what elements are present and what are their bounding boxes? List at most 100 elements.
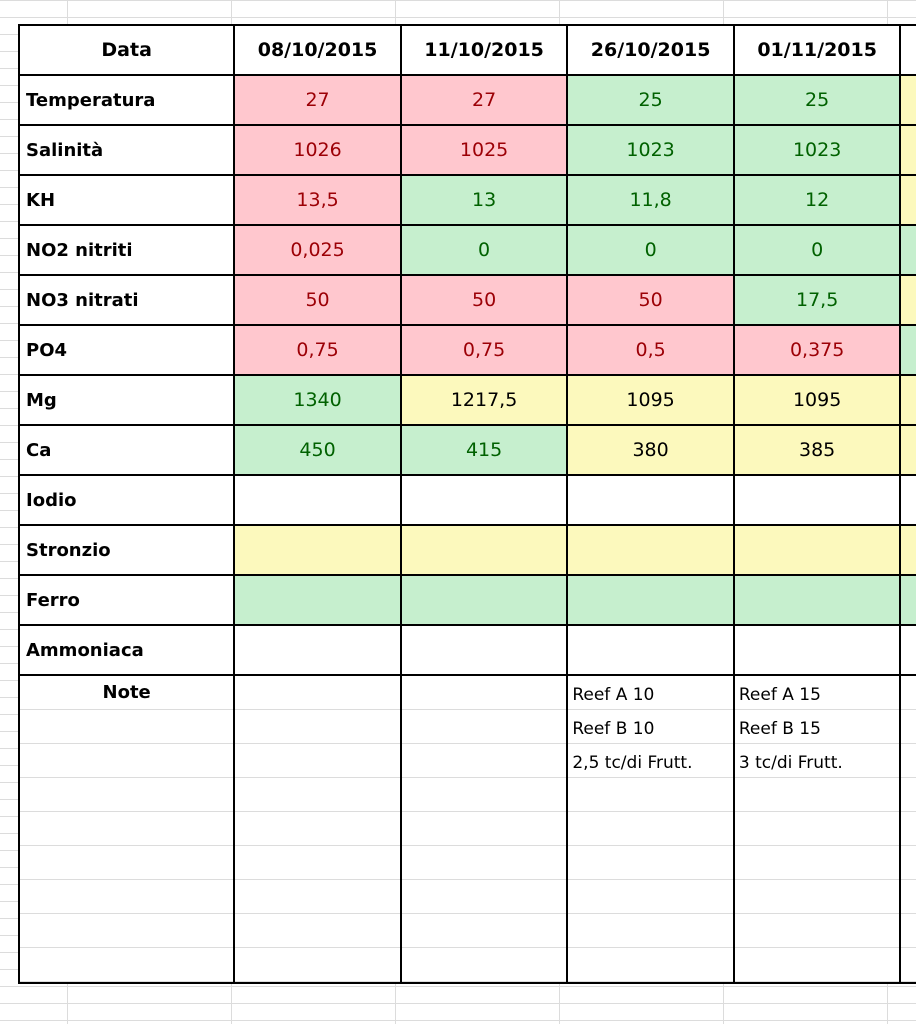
value-cell[interactable]	[899, 324, 916, 376]
value-cell[interactable]	[566, 524, 735, 576]
table-row: KH 13,5 13 11,8 12	[17, 174, 916, 226]
value-cell[interactable]	[899, 124, 916, 176]
value-cell[interactable]	[399, 524, 569, 576]
value-cell[interactable]: 415	[399, 424, 569, 476]
value-cell[interactable]	[899, 374, 916, 426]
table-row: Stronzio	[17, 524, 916, 576]
parameter-label-cell[interactable]: Ca	[17, 424, 236, 476]
value-cell[interactable]: 17,5	[732, 274, 902, 326]
value-cell[interactable]	[233, 474, 402, 526]
table-row: Temperatura 27 27 25 25	[17, 74, 916, 126]
value-cell[interactable]: 13	[399, 174, 569, 226]
date-header-cell[interactable]: 01/11/2015	[732, 24, 902, 76]
value-cell[interactable]: 27	[399, 74, 569, 126]
value-cell[interactable]: 0,5	[566, 324, 735, 376]
table-row: NO2 nitriti 0,025 0 0 0	[17, 224, 916, 276]
table-row: Salinità 1026 1025 1023 1023	[17, 124, 916, 176]
value-cell[interactable]: 1095	[566, 374, 735, 426]
value-cell[interactable]: 0,75	[233, 324, 402, 376]
note-cell[interactable]	[233, 674, 402, 984]
value-cell[interactable]: 25	[566, 74, 735, 126]
header-row: Data 08/10/2015 11/10/2015 26/10/2015 01…	[17, 24, 916, 76]
value-cell[interactable]	[233, 624, 402, 676]
date-header-cell[interactable]: 08/10/2015	[233, 24, 402, 76]
note-line: Reef A 15	[738, 685, 821, 705]
value-cell[interactable]: 385	[732, 424, 902, 476]
table-row: Iodio	[17, 474, 916, 526]
value-cell[interactable]: 25	[732, 74, 902, 126]
parameter-label-cell[interactable]: Temperatura	[17, 74, 236, 126]
notes-label-cell[interactable]: Note	[17, 674, 236, 984]
value-cell[interactable]	[399, 474, 569, 526]
value-cell[interactable]: 1025	[399, 124, 569, 176]
parameter-label-cell[interactable]: PO4	[17, 324, 236, 376]
value-cell[interactable]: 0,025	[233, 224, 402, 276]
value-cell[interactable]	[899, 624, 916, 676]
date-header-cell[interactable]	[899, 24, 916, 76]
value-cell[interactable]	[899, 474, 916, 526]
value-cell[interactable]	[233, 574, 402, 626]
value-cell[interactable]: 0,75	[399, 324, 569, 376]
parameter-label-cell[interactable]: NO3 nitrati	[17, 274, 236, 326]
value-cell[interactable]	[399, 574, 569, 626]
value-cell[interactable]	[899, 274, 916, 326]
parameter-label-cell[interactable]: NO2 nitriti	[17, 224, 236, 276]
value-cell[interactable]: 380	[566, 424, 735, 476]
parameter-label-cell[interactable]: Salinità	[17, 124, 236, 176]
value-cell[interactable]	[233, 524, 402, 576]
value-cell[interactable]	[732, 474, 902, 526]
value-cell[interactable]	[899, 74, 916, 126]
value-cell[interactable]: 50	[233, 274, 402, 326]
table-row: Ferro	[17, 574, 916, 626]
parameter-label-cell[interactable]: Ferro	[17, 574, 236, 626]
value-cell[interactable]: 450	[233, 424, 402, 476]
table-row: Mg 1340 1217,5 1095 1095	[17, 374, 916, 426]
table-row: Ammoniaca	[17, 624, 916, 676]
value-cell[interactable]: 11,8	[566, 174, 735, 226]
value-cell[interactable]	[566, 624, 735, 676]
value-cell[interactable]	[732, 574, 902, 626]
value-cell[interactable]: 1023	[566, 124, 735, 176]
value-cell[interactable]: 1217,5	[399, 374, 569, 426]
value-cell[interactable]: 1340	[233, 374, 402, 426]
value-cell[interactable]: 0	[566, 224, 735, 276]
value-cell[interactable]	[899, 424, 916, 476]
value-cell[interactable]: 1026	[233, 124, 402, 176]
value-cell[interactable]: 13,5	[233, 174, 402, 226]
header-label-cell[interactable]: Data	[17, 24, 236, 76]
note-line: Reef A 10	[572, 685, 655, 705]
value-cell[interactable]	[399, 624, 569, 676]
parameter-label-cell[interactable]: Stronzio	[17, 524, 236, 576]
value-cell[interactable]	[732, 624, 902, 676]
value-cell[interactable]	[899, 524, 916, 576]
table-row: PO4 0,75 0,75 0,5 0,375	[17, 324, 916, 376]
value-cell[interactable]	[566, 474, 735, 526]
value-cell[interactable]: 1023	[732, 124, 902, 176]
parameter-label-cell[interactable]: Iodio	[17, 474, 236, 526]
value-cell[interactable]: 50	[566, 274, 735, 326]
value-cell[interactable]: 1095	[732, 374, 902, 426]
parameter-label-cell[interactable]: Ammoniaca	[17, 624, 236, 676]
value-cell[interactable]: 0	[732, 224, 902, 276]
value-cell[interactable]: 0	[399, 224, 569, 276]
water-parameters-table: Data 08/10/2015 11/10/2015 26/10/2015 01…	[17, 24, 916, 984]
note-cell[interactable]	[899, 674, 916, 984]
parameter-label-cell[interactable]: Mg	[17, 374, 236, 426]
value-cell[interactable]: 12	[732, 174, 902, 226]
note-cell[interactable]: Reef A 15 Reef B 15 3 tc/di Frutt.	[732, 674, 902, 984]
value-cell[interactable]: 50	[399, 274, 569, 326]
notes-row: Note Reef A 10 Reef B 10 2,5 tc/di Frutt. Re…	[17, 674, 916, 984]
value-cell[interactable]	[732, 524, 902, 576]
parameter-label-cell[interactable]: KH	[17, 174, 236, 226]
note-cell[interactable]: Reef A 10 Reef B 10 2,5 tc/di Frutt.	[566, 674, 735, 984]
value-cell[interactable]: 0,375	[732, 324, 902, 376]
value-cell[interactable]	[566, 574, 735, 626]
value-cell[interactable]	[899, 174, 916, 226]
note-cell[interactable]	[399, 674, 569, 984]
date-header-cell[interactable]: 26/10/2015	[566, 24, 735, 76]
value-cell[interactable]	[899, 224, 916, 276]
date-header-cell[interactable]: 11/10/2015	[399, 24, 569, 76]
value-cell[interactable]	[899, 574, 916, 626]
value-cell[interactable]: 27	[233, 74, 402, 126]
